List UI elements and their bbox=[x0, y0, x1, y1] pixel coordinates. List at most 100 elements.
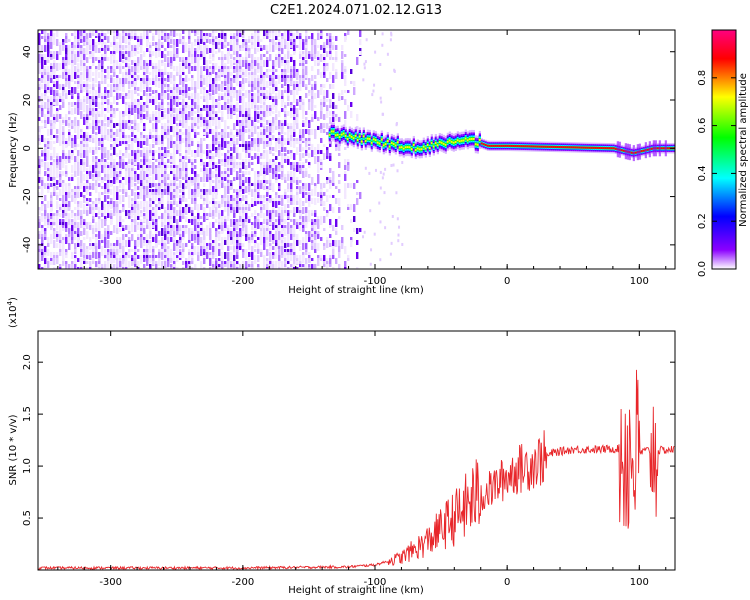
noise-cell bbox=[257, 237, 260, 240]
noise-cell bbox=[323, 129, 326, 133]
noise-cell bbox=[140, 231, 143, 234]
noise-cell bbox=[107, 135, 110, 141]
noise-cell bbox=[95, 72, 98, 76]
noise-cell bbox=[191, 123, 194, 130]
noise-cell bbox=[200, 195, 203, 199]
noise-cell bbox=[257, 42, 260, 47]
noise-cell bbox=[215, 171, 218, 174]
noise-cell bbox=[266, 180, 269, 184]
noise-cell bbox=[134, 213, 137, 221]
noise-cell bbox=[50, 183, 53, 187]
noise-cell bbox=[77, 171, 80, 174]
noise-cell bbox=[326, 45, 329, 48]
noise-cell bbox=[158, 102, 161, 107]
noise-cell bbox=[254, 87, 257, 90]
noise-cell bbox=[326, 39, 329, 46]
noise-cell bbox=[233, 78, 236, 83]
noise-cell bbox=[56, 84, 59, 89]
noise-cell bbox=[272, 45, 275, 52]
noise-cell bbox=[317, 51, 320, 56]
noise-cell bbox=[38, 231, 41, 234]
noise-cell bbox=[137, 267, 140, 269]
noise-cell bbox=[50, 177, 53, 181]
noise-cell bbox=[296, 117, 299, 123]
noise-cell bbox=[74, 123, 77, 127]
noise-cell bbox=[344, 267, 347, 269]
noise-cell bbox=[299, 60, 302, 63]
noise-cell bbox=[143, 165, 146, 173]
noise-cell bbox=[185, 207, 188, 215]
noise-cell bbox=[173, 108, 176, 113]
noise-cell bbox=[278, 120, 281, 124]
noise-cell bbox=[155, 81, 158, 87]
noise-cell bbox=[101, 48, 104, 51]
noise-cell bbox=[119, 66, 122, 74]
noise-cell bbox=[65, 69, 68, 74]
noise-cell bbox=[152, 201, 155, 204]
noise-cell bbox=[314, 189, 317, 196]
noise-cell bbox=[182, 237, 185, 240]
noise-cell bbox=[290, 153, 293, 159]
noise-cell bbox=[320, 195, 323, 200]
noise-cell bbox=[116, 267, 119, 269]
noise-cell bbox=[278, 132, 281, 137]
noise-cell bbox=[272, 240, 275, 244]
noise-cell bbox=[185, 177, 188, 181]
noise-cell bbox=[224, 81, 227, 86]
noise-cell bbox=[125, 108, 128, 116]
noise-cell bbox=[101, 249, 104, 256]
noise-cell bbox=[287, 267, 290, 269]
noise-cell bbox=[293, 213, 296, 217]
noise-cell bbox=[164, 108, 167, 113]
noise-cell bbox=[392, 163, 395, 167]
noise-cell bbox=[125, 45, 128, 48]
noise-cell bbox=[197, 114, 200, 119]
noise-cell bbox=[155, 54, 158, 58]
noise-cell bbox=[236, 249, 239, 252]
noise-cell bbox=[92, 81, 95, 85]
noise-cell bbox=[314, 135, 317, 139]
noise-cell bbox=[176, 183, 179, 186]
noise-cell bbox=[110, 84, 113, 92]
noise-cell bbox=[275, 120, 278, 128]
noise-cell bbox=[221, 162, 224, 166]
noise-cell bbox=[317, 150, 320, 154]
noise-cell bbox=[218, 141, 221, 144]
noise-cell bbox=[56, 210, 59, 215]
noise-cell bbox=[182, 78, 185, 82]
noise-cell bbox=[236, 147, 239, 152]
noise-cell bbox=[251, 156, 254, 160]
noise-cell bbox=[248, 72, 251, 77]
noise-cell bbox=[206, 162, 209, 167]
noise-cell bbox=[227, 153, 230, 156]
noise-cell bbox=[122, 186, 125, 191]
noise-cell bbox=[284, 189, 287, 193]
noise-cell bbox=[191, 87, 194, 90]
noise-cell bbox=[59, 252, 62, 256]
noise-cell bbox=[311, 210, 314, 213]
noise-cell bbox=[140, 237, 143, 240]
noise-cell bbox=[173, 255, 176, 261]
noise-cell bbox=[182, 60, 185, 65]
noise-cell bbox=[344, 261, 347, 269]
noise-cell bbox=[38, 141, 41, 145]
noise-cell bbox=[128, 201, 131, 208]
noise-cell bbox=[335, 105, 338, 109]
noise-cell bbox=[122, 228, 125, 231]
noise-cell bbox=[101, 81, 104, 84]
noise-cell bbox=[137, 261, 140, 265]
noise-cell bbox=[92, 210, 95, 218]
noise-cell bbox=[227, 183, 230, 187]
noise-cell bbox=[260, 90, 263, 95]
noise-cell bbox=[245, 225, 248, 230]
noise-cell bbox=[185, 138, 188, 141]
noise-cell bbox=[260, 165, 263, 170]
noise-cell bbox=[263, 114, 266, 118]
noise-cell bbox=[254, 60, 257, 66]
noise-cell bbox=[215, 141, 218, 145]
noise-cell bbox=[140, 84, 143, 92]
noise-cell bbox=[155, 165, 158, 168]
noise-cell bbox=[107, 150, 110, 158]
noise-cell bbox=[86, 150, 89, 156]
noise-cell bbox=[53, 39, 56, 45]
